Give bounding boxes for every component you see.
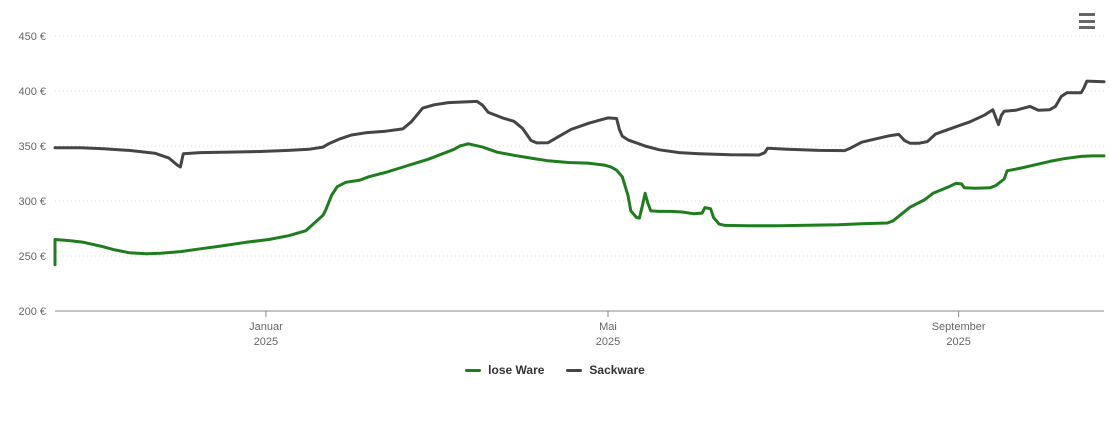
y-axis-label: 300 €	[18, 196, 46, 208]
menu-bar	[1079, 26, 1095, 29]
x-axis-label: Januar	[249, 321, 283, 333]
legend-item-lose-ware[interactable]: lose Ware	[465, 364, 544, 376]
x-axis-label-year: 2025	[254, 336, 278, 348]
legend-item-sackware[interactable]: Sackware	[566, 363, 645, 377]
x-axis-label-year: 2025	[946, 336, 970, 348]
legend-label-sackware: Sackware	[589, 363, 645, 377]
legend: lose Ware Sackware	[0, 364, 1110, 376]
y-axis-label: 450 €	[18, 31, 46, 43]
menu-bar	[1079, 19, 1095, 23]
legend-marker-sackware-icon	[566, 368, 583, 372]
series-line-sackware	[53, 79, 1106, 169]
y-axis-label: 400 €	[18, 86, 46, 98]
y-axis-label: 250 €	[18, 251, 46, 263]
x-axis-label: September	[932, 321, 986, 333]
legend-marker-lose-ware-icon	[465, 368, 482, 372]
menu-bar	[1079, 13, 1095, 16]
legend-label-lose-ware: lose Ware	[488, 363, 545, 377]
y-axis-label: 350 €	[18, 141, 46, 153]
y-axis-label: 200 €	[18, 306, 46, 318]
x-axis-label-year: 2025	[596, 336, 620, 348]
chart-context-menu-icon[interactable]	[1079, 13, 1097, 29]
series-line-lose-ware	[53, 142, 1106, 267]
x-axis-label: Mai	[599, 321, 617, 333]
